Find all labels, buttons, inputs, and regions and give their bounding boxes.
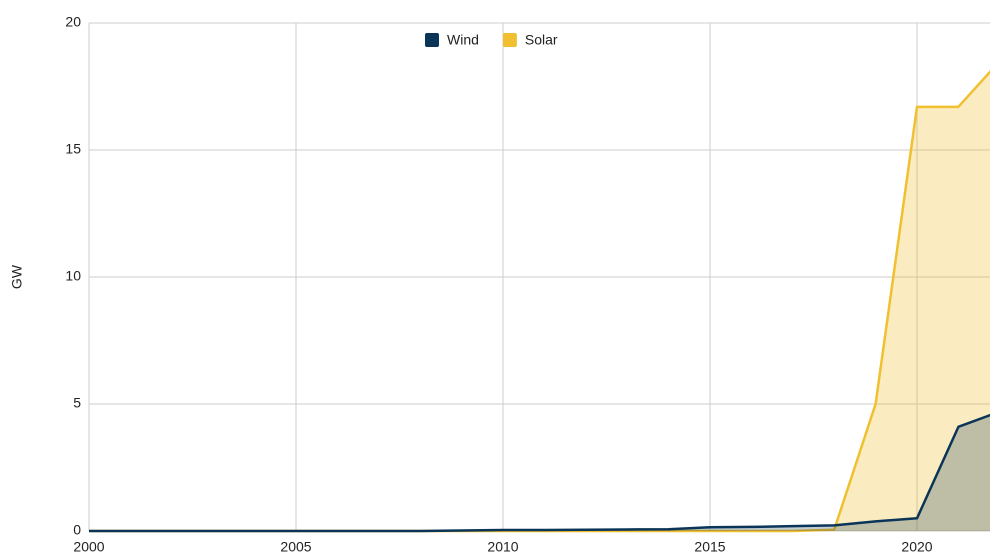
- line: [89, 413, 990, 533]
- y-tick-label: 10: [65, 268, 81, 284]
- x-tick-label: 2010: [487, 539, 518, 555]
- plot: 0 5 10 15 20 2000 2005 2010 2015 2020: [65, 14, 990, 555]
- y-axis-label: GW: [9, 264, 25, 289]
- y-tick-label: 15: [65, 141, 81, 157]
- legend-swatch: [502, 33, 517, 47]
- x-tick-label: 2005: [280, 539, 311, 555]
- y-tick-label: 0: [73, 522, 81, 538]
- y-tick-label: 20: [65, 14, 81, 30]
- x-tick-label: 2015: [694, 539, 725, 555]
- legend-label: Solar: [525, 32, 558, 48]
- x-tick-label: 2020: [901, 539, 932, 555]
- legend-swatch: [425, 33, 439, 47]
- x-tick-label: 2000: [73, 539, 104, 555]
- legend-label: Wind: [447, 32, 479, 48]
- line: [89, 70, 990, 533]
- area-fill: [89, 71, 990, 531]
- y-tick-label: 5: [73, 395, 81, 411]
